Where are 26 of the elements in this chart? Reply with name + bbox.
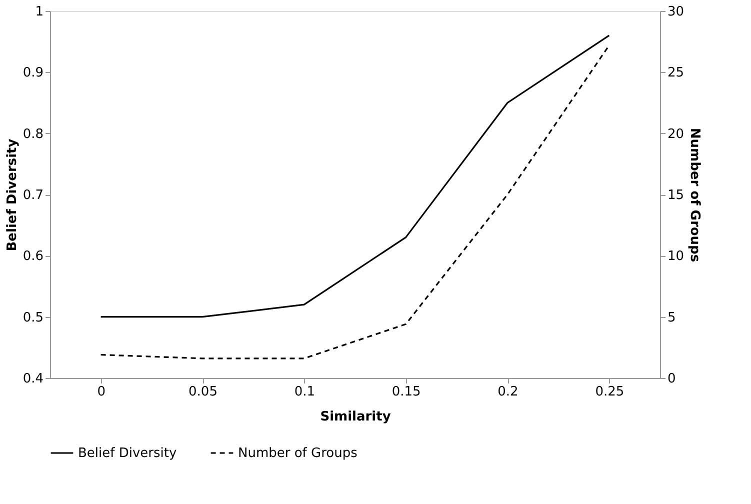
x-tick-label: 0.05 bbox=[188, 384, 218, 400]
y2-tick-label: 25 bbox=[668, 66, 684, 81]
y2-tick-label: 30 bbox=[668, 4, 684, 20]
y-tick-label: 1 bbox=[35, 4, 44, 20]
x-tick-label: 0.25 bbox=[595, 384, 624, 400]
y2-tick-label: 0 bbox=[668, 372, 676, 386]
y-tick-label: 0.8 bbox=[22, 126, 44, 142]
line-series bbox=[100, 34, 610, 318]
y2-tick-label: 5 bbox=[668, 310, 676, 326]
y-tick-label: 0.6 bbox=[22, 249, 44, 264]
legend-label: Number of Groups bbox=[238, 446, 358, 461]
x-tick-label: 0.2 bbox=[498, 384, 518, 400]
y-tick-label: 0.5 bbox=[22, 310, 44, 326]
y-tick-label: 0.7 bbox=[22, 188, 44, 203]
x-axis-title: Similarity bbox=[320, 410, 392, 424]
x-tick-label: 0.1 bbox=[294, 384, 316, 400]
y2-tick-label: 10 bbox=[668, 249, 684, 264]
y-tick-label: 0.9 bbox=[22, 66, 44, 81]
y-axis-title: Belief Diversity bbox=[4, 138, 20, 252]
y-tick-label: 0.4 bbox=[22, 372, 44, 386]
x-tick-label: 0 bbox=[97, 384, 106, 400]
y2-tick-label: 15 bbox=[668, 188, 684, 203]
y2-tick-label: 20 bbox=[668, 126, 684, 142]
x-tick-label: 0.15 bbox=[392, 384, 421, 400]
y2-axis-title: Number of Groups bbox=[687, 128, 702, 262]
legend-label: Belief Diversity bbox=[78, 446, 177, 461]
